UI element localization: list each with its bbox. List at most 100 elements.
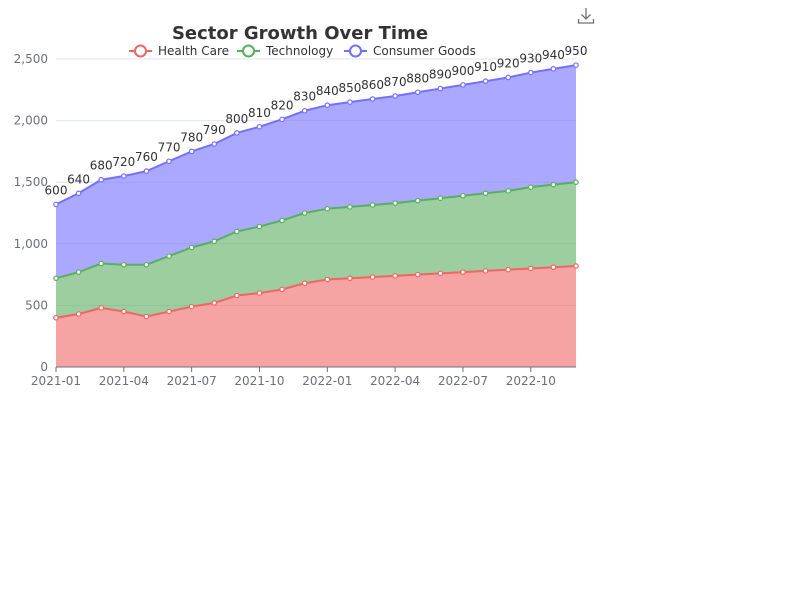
area-consumer-goods bbox=[56, 65, 576, 279]
line-health-care bbox=[55, 264, 577, 319]
data-point[interactable] bbox=[505, 188, 511, 194]
x-tick-label: 2021-07 bbox=[167, 374, 217, 388]
data-point[interactable] bbox=[188, 244, 195, 251]
data-point[interactable] bbox=[121, 261, 127, 268]
data-point[interactable] bbox=[75, 190, 82, 197]
data-point[interactable] bbox=[573, 263, 579, 269]
data-point[interactable] bbox=[550, 181, 557, 188]
data-point[interactable] bbox=[256, 223, 263, 230]
data-point[interactable] bbox=[98, 260, 105, 267]
data-point[interactable] bbox=[188, 303, 195, 310]
data-point[interactable] bbox=[369, 96, 376, 102]
data-point[interactable] bbox=[392, 200, 398, 206]
line-technology bbox=[55, 181, 577, 280]
data-point[interactable] bbox=[437, 85, 444, 92]
data-point[interactable] bbox=[527, 265, 534, 272]
legend-item-health-care[interactable]: Health Care bbox=[129, 44, 229, 58]
data-point[interactable] bbox=[279, 116, 285, 123]
data-point[interactable] bbox=[324, 276, 331, 283]
data-point[interactable] bbox=[211, 300, 218, 306]
data-point[interactable] bbox=[550, 264, 557, 271]
data-point[interactable] bbox=[482, 78, 489, 84]
data-label: 870 bbox=[384, 75, 407, 89]
data-point[interactable] bbox=[392, 93, 398, 99]
data-point[interactable] bbox=[505, 74, 511, 81]
data-label: 890 bbox=[429, 68, 452, 82]
data-point[interactable] bbox=[256, 123, 263, 130]
data-label: 640 bbox=[67, 172, 90, 186]
data-point[interactable] bbox=[301, 210, 308, 216]
data-point[interactable] bbox=[414, 197, 421, 204]
data-point[interactable] bbox=[301, 280, 308, 287]
data-point[interactable] bbox=[53, 275, 59, 282]
data-point[interactable] bbox=[121, 173, 127, 179]
data-point[interactable] bbox=[324, 205, 331, 212]
data-label: 820 bbox=[271, 98, 294, 112]
data-point[interactable] bbox=[53, 201, 59, 208]
data-label: 940 bbox=[542, 48, 565, 62]
data-point[interactable] bbox=[460, 82, 466, 88]
data-point[interactable] bbox=[324, 102, 331, 109]
legend-item-consumer-goods[interactable]: Consumer Goods bbox=[344, 44, 476, 58]
data-point[interactable] bbox=[347, 204, 353, 210]
x-tick-label: 2022-10 bbox=[506, 374, 556, 388]
data-point[interactable] bbox=[414, 89, 421, 96]
data-point[interactable] bbox=[392, 273, 398, 279]
data-point[interactable] bbox=[347, 99, 353, 105]
data-point[interactable] bbox=[437, 195, 444, 202]
legend-item-technology[interactable]: Technology bbox=[237, 44, 333, 58]
data-point[interactable] bbox=[166, 253, 172, 259]
data-point[interactable] bbox=[550, 66, 557, 72]
data-point[interactable] bbox=[347, 275, 353, 282]
data-point[interactable] bbox=[75, 311, 82, 317]
data-point[interactable] bbox=[188, 148, 195, 155]
data-label: 860 bbox=[361, 78, 384, 92]
data-point[interactable] bbox=[482, 268, 489, 274]
data-point[interactable] bbox=[527, 184, 534, 190]
data-point[interactable] bbox=[143, 261, 150, 268]
data-point[interactable] bbox=[527, 69, 534, 76]
data-label: 720 bbox=[112, 155, 135, 169]
data-point[interactable] bbox=[75, 269, 82, 275]
data-point[interactable] bbox=[166, 308, 172, 315]
legend-label: Technology bbox=[265, 44, 333, 58]
data-point[interactable] bbox=[234, 292, 240, 299]
data-point[interactable] bbox=[279, 217, 285, 224]
data-point[interactable] bbox=[437, 270, 444, 277]
data-point[interactable] bbox=[234, 228, 240, 235]
data-point[interactable] bbox=[121, 308, 127, 315]
data-point[interactable] bbox=[53, 314, 59, 321]
data-point[interactable] bbox=[211, 141, 218, 147]
data-point[interactable] bbox=[505, 266, 511, 273]
data-point[interactable] bbox=[369, 202, 376, 208]
download-icon[interactable] bbox=[576, 6, 596, 26]
line-consumer-goods bbox=[55, 64, 577, 206]
data-point[interactable] bbox=[143, 313, 150, 320]
data-points bbox=[53, 62, 579, 321]
data-label: 780 bbox=[180, 130, 203, 144]
data-point[interactable] bbox=[211, 238, 218, 245]
data-point[interactable] bbox=[166, 158, 172, 165]
data-point[interactable] bbox=[301, 107, 308, 114]
data-point[interactable] bbox=[98, 305, 105, 311]
data-point[interactable] bbox=[573, 62, 579, 68]
data-point[interactable] bbox=[369, 274, 376, 280]
data-point[interactable] bbox=[279, 286, 285, 293]
data-point[interactable] bbox=[460, 192, 466, 199]
data-point[interactable] bbox=[143, 168, 150, 174]
chart-title: Sector Growth Over Time bbox=[172, 23, 428, 44]
legend-label: Health Care bbox=[158, 44, 229, 58]
data-label: 600 bbox=[45, 183, 68, 197]
data-point[interactable] bbox=[460, 269, 466, 275]
data-label: 920 bbox=[497, 56, 520, 70]
x-tick-label: 2022-04 bbox=[370, 374, 420, 388]
y-tick-label: 2,000 bbox=[14, 114, 48, 128]
data-label: 910 bbox=[474, 60, 497, 74]
data-point[interactable] bbox=[482, 190, 489, 197]
data-point[interactable] bbox=[256, 290, 263, 296]
data-point[interactable] bbox=[234, 130, 240, 136]
data-point[interactable] bbox=[414, 271, 421, 278]
data-point[interactable] bbox=[98, 176, 105, 183]
data-label: 810 bbox=[248, 106, 271, 120]
data-point[interactable] bbox=[573, 179, 579, 186]
